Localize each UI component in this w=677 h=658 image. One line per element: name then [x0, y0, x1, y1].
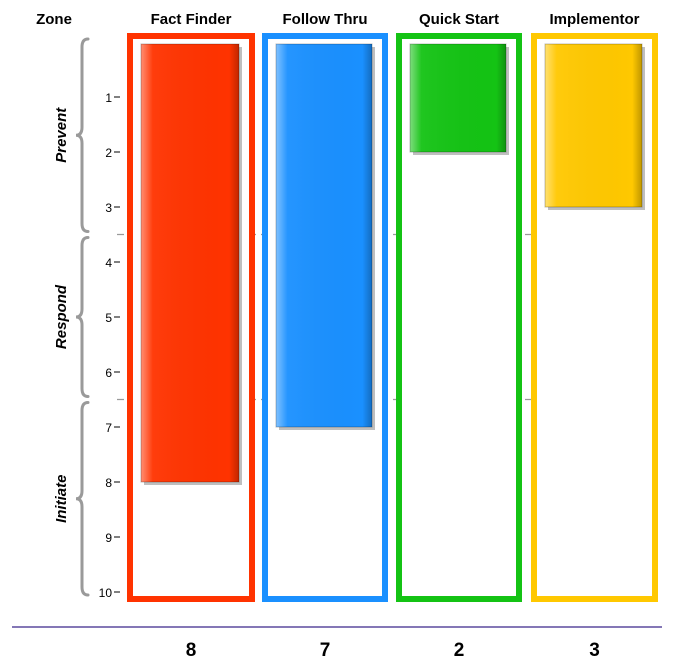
- y-tick-label: 8: [105, 476, 112, 490]
- zone-brackets: Prevent Respond Initiate: [53, 37, 90, 597]
- category-label: Implementor: [549, 11, 639, 28]
- bar-highlight: [545, 44, 642, 207]
- y-tick-label: 4: [105, 256, 112, 270]
- y-axis-ticks: 1 2 3 4 5 6 7 8 9 10: [99, 91, 120, 600]
- bar-outline: [544, 43, 643, 208]
- y-tick-label: 9: [105, 531, 112, 545]
- bar-outline: [140, 43, 240, 483]
- y-tick-label: 10: [99, 586, 113, 600]
- y-tick-label: 7: [105, 421, 112, 435]
- score-label: 3: [589, 640, 600, 658]
- category-label: Follow Thru: [283, 11, 368, 28]
- zone-label: Prevent: [53, 107, 70, 163]
- bar-outline: [409, 43, 507, 153]
- zone-label: Respond: [53, 284, 70, 349]
- zone-header: Zone: [36, 11, 72, 28]
- y-tick-label: 5: [105, 311, 112, 325]
- zone-bracket: [75, 401, 90, 597]
- category-label: Fact Finder: [151, 11, 232, 28]
- y-tick-label: 6: [105, 366, 112, 380]
- bar-highlight: [141, 44, 239, 482]
- y-tick-label: 3: [105, 201, 112, 215]
- category-label: Quick Start: [419, 11, 499, 28]
- y-tick-label: 1: [105, 91, 112, 105]
- bar-outline: [275, 43, 373, 428]
- zone-bracket: [75, 236, 90, 398]
- score-label: 7: [320, 640, 331, 658]
- score-label: 2: [454, 640, 465, 658]
- score-labels: 8 7 2 3: [186, 640, 600, 658]
- zone-bracket: [75, 37, 90, 233]
- columns: Fact Finder Follow Thru Quick Start Impleme…: [117, 11, 658, 602]
- bar-highlight: [410, 44, 506, 152]
- bar-highlight: [276, 44, 372, 427]
- zone-label: Initiate: [53, 475, 70, 523]
- score-label: 8: [186, 640, 197, 658]
- y-tick-label: 2: [105, 146, 112, 160]
